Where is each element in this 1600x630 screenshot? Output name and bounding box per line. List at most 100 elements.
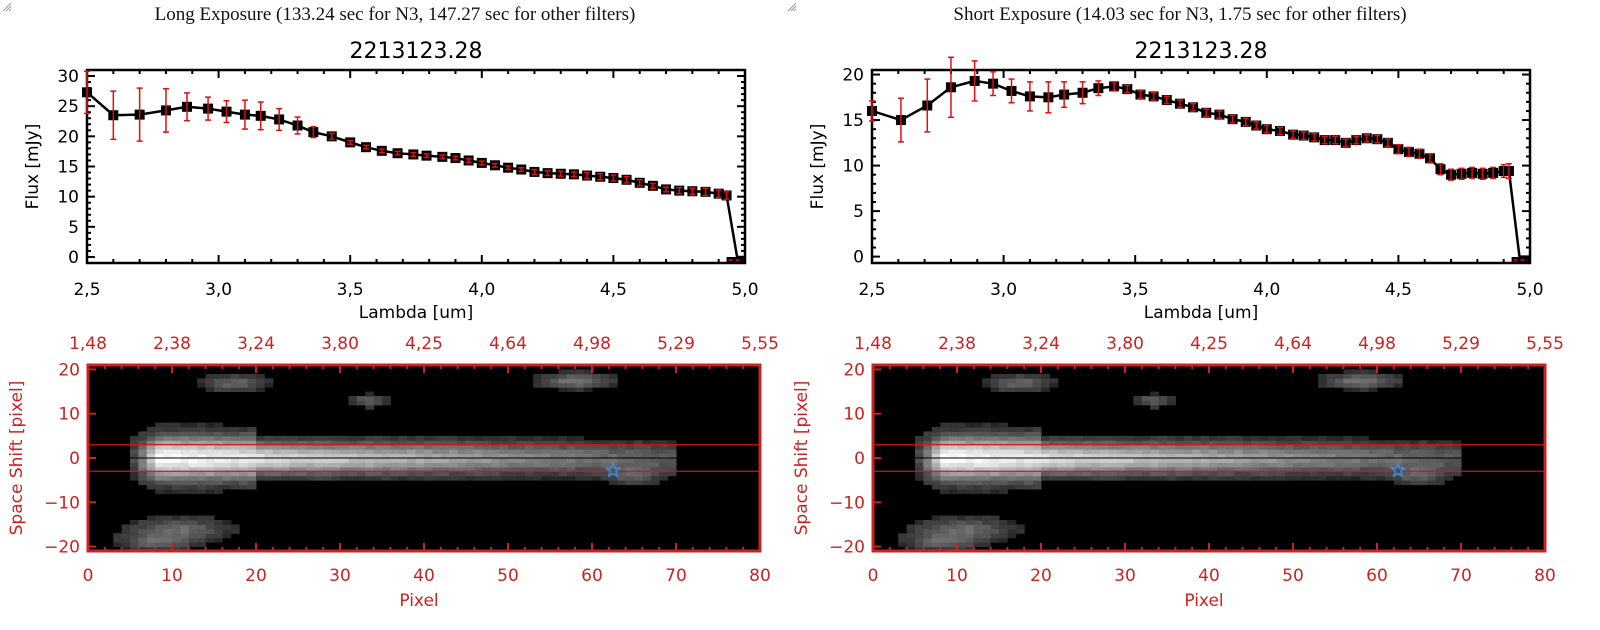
image-pixel bbox=[957, 422, 966, 428]
image-pixel bbox=[1024, 444, 1034, 450]
image-pixel bbox=[524, 444, 534, 450]
image-pixel bbox=[973, 462, 983, 468]
image-pixel bbox=[1410, 444, 1420, 450]
resize-grip-icon[interactable] bbox=[0, 0, 12, 12]
image-pixel bbox=[973, 458, 983, 463]
image-pixel bbox=[1435, 444, 1445, 450]
image-pixel bbox=[990, 431, 1000, 437]
image-pixel bbox=[247, 466, 257, 472]
image-pixel bbox=[331, 449, 341, 455]
image-pixel bbox=[1435, 453, 1445, 459]
image-pixel bbox=[973, 435, 983, 441]
image-pixel bbox=[948, 422, 958, 428]
image-pixel bbox=[990, 382, 1000, 388]
image-pixel bbox=[1007, 427, 1017, 432]
image-pixel bbox=[1309, 466, 1319, 472]
image-pixel bbox=[1368, 471, 1378, 477]
image-pixel bbox=[558, 435, 568, 441]
image-pixel bbox=[508, 471, 517, 477]
image-pixel bbox=[1242, 462, 1252, 468]
image-pixel bbox=[957, 458, 966, 463]
image-pixel bbox=[247, 387, 257, 393]
image-pixel bbox=[508, 475, 517, 481]
image-pixel bbox=[373, 444, 383, 450]
image-pixel bbox=[990, 528, 1000, 534]
image-pixel bbox=[982, 431, 992, 437]
image-pixel bbox=[1041, 453, 1050, 459]
image-pixel bbox=[180, 528, 190, 534]
image-pixel bbox=[1318, 462, 1328, 468]
image-pixel bbox=[940, 489, 950, 494]
image-pixel bbox=[1309, 453, 1319, 459]
image-pixel bbox=[205, 462, 215, 468]
image-pixel bbox=[1242, 435, 1252, 441]
image-pixel bbox=[524, 471, 534, 477]
image-pixel bbox=[575, 458, 585, 463]
image-pixel bbox=[298, 458, 307, 463]
image-pixel bbox=[1133, 444, 1143, 450]
image-pixel bbox=[1099, 471, 1109, 477]
image-pixel bbox=[965, 435, 975, 441]
image-pixel bbox=[1368, 458, 1378, 463]
image-pixel bbox=[130, 449, 139, 455]
image-pixel bbox=[1435, 462, 1445, 468]
image-pixel bbox=[940, 546, 950, 552]
image-pixel bbox=[205, 475, 215, 481]
image-pixel bbox=[1368, 475, 1378, 481]
resize-grip-icon[interactable] bbox=[785, 0, 797, 12]
image-pixel bbox=[1410, 475, 1420, 481]
image-pixel bbox=[239, 458, 249, 463]
image-pixel bbox=[172, 475, 181, 481]
image-pixel bbox=[1141, 462, 1151, 468]
image-pixel bbox=[424, 435, 433, 441]
image-pixel bbox=[1200, 449, 1210, 455]
image-x-tick-label: 50 bbox=[497, 566, 519, 586]
image-pixel bbox=[214, 440, 223, 446]
image-pixel bbox=[1377, 462, 1386, 468]
image-pixel bbox=[1167, 475, 1176, 481]
image-pixel bbox=[1024, 378, 1034, 384]
image-pixel bbox=[1309, 444, 1319, 450]
image-pixel bbox=[163, 524, 173, 530]
image-pixel bbox=[323, 440, 333, 446]
image-pixel bbox=[1234, 444, 1244, 450]
image-pixel bbox=[1326, 466, 1336, 472]
image-pixel bbox=[508, 462, 517, 468]
image-pixel bbox=[990, 453, 1000, 459]
image-pixel bbox=[1024, 387, 1034, 393]
image-pixel bbox=[524, 449, 534, 455]
image-pixel bbox=[222, 449, 232, 455]
image-pixel bbox=[973, 480, 983, 486]
image-pixel bbox=[1293, 466, 1302, 472]
image-pixel bbox=[906, 528, 916, 534]
image-pixel bbox=[482, 466, 492, 472]
image-pixel bbox=[940, 520, 950, 525]
image-pixel bbox=[407, 444, 417, 450]
image-pixel bbox=[931, 427, 941, 432]
image-pixel bbox=[608, 453, 618, 459]
image-pixel bbox=[130, 542, 139, 548]
image-pixel bbox=[1041, 449, 1050, 455]
image-pixel bbox=[373, 400, 383, 406]
image-pixel bbox=[592, 458, 601, 463]
image-pixel bbox=[1242, 466, 1252, 472]
image-pixel bbox=[1133, 440, 1143, 446]
image-pixel bbox=[923, 431, 933, 437]
image-pixel bbox=[1251, 475, 1260, 481]
image-pixel bbox=[440, 462, 450, 468]
image-pixel bbox=[1091, 449, 1101, 455]
image-pixel bbox=[550, 458, 559, 463]
image-pixel bbox=[1007, 520, 1017, 525]
image-pixel bbox=[264, 440, 274, 446]
wavelength-top-tick-label: 5,55 bbox=[741, 334, 779, 354]
image-pixel bbox=[999, 480, 1008, 486]
image-pixel bbox=[1049, 449, 1059, 455]
image-pixel bbox=[432, 435, 442, 441]
x-tick-label: 4,5 bbox=[1385, 280, 1412, 300]
image-pixel bbox=[424, 449, 433, 455]
image-pixel bbox=[281, 449, 291, 455]
image-pixel bbox=[990, 435, 1000, 441]
image-pixel bbox=[1175, 471, 1185, 477]
image-pixel bbox=[1167, 453, 1176, 459]
image-pixel bbox=[1368, 440, 1378, 446]
